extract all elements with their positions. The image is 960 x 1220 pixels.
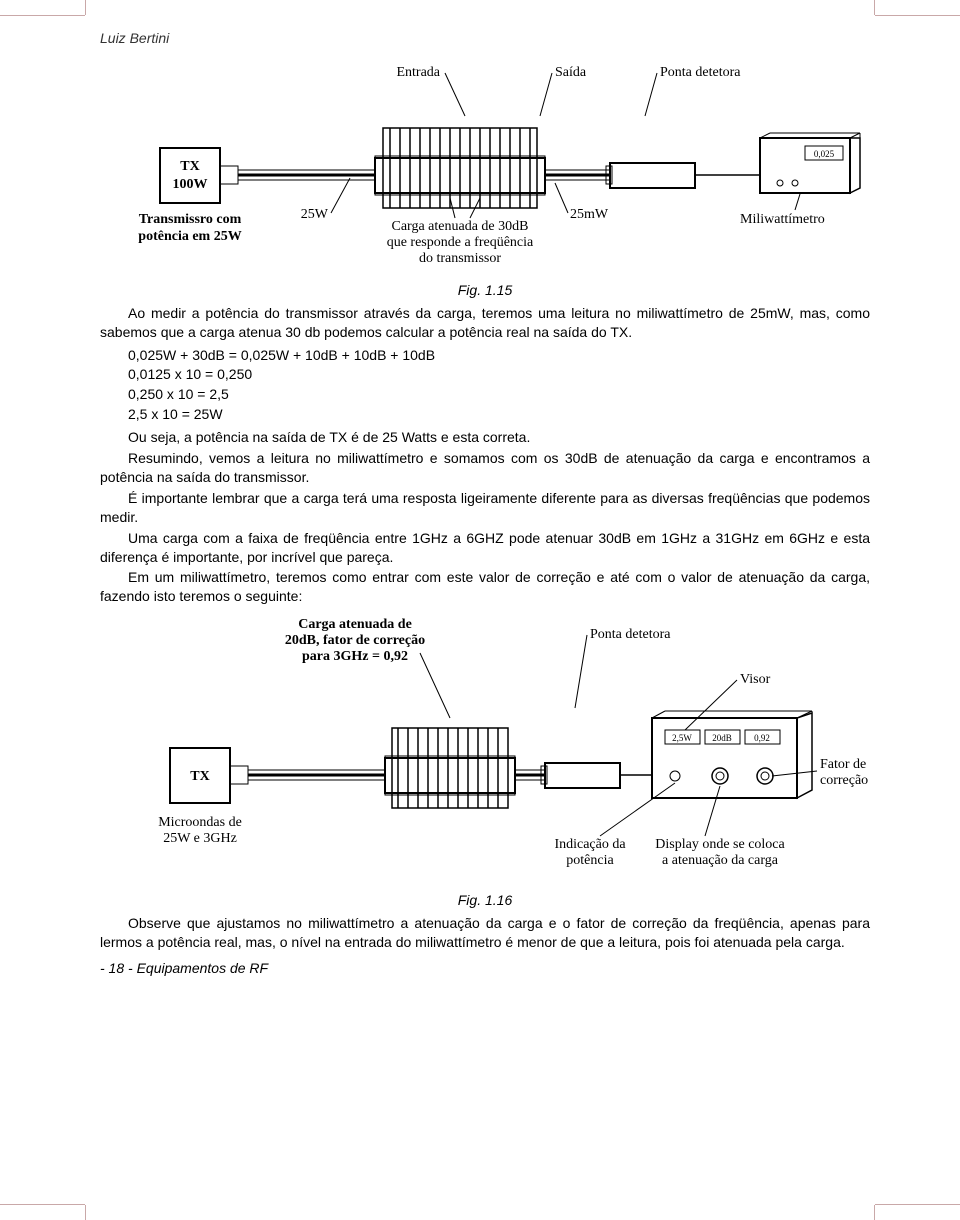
crop-mark [85,1205,86,1220]
svg-text:Carga atenuada de: Carga atenuada de [298,617,412,632]
svg-text:Transmissro com: Transmissro com [139,212,242,227]
svg-text:Microondas de: Microondas de [158,815,242,830]
paragraph: Observe que ajustamos no miliwattímetro … [100,914,870,952]
paragraph: Em um miliwattímetro, teremos como entra… [100,568,870,606]
svg-text:0,025: 0,025 [814,149,835,159]
svg-text:Visor: Visor [740,672,771,687]
svg-text:20dB: 20dB [712,733,732,743]
paragraph: Ao medir a potência do transmissor atrav… [100,304,870,342]
crop-mark [875,15,960,16]
crop-mark [0,15,85,16]
svg-text:100W: 100W [173,177,208,192]
diagram-fig16: Carga atenuada de 20dB, fator de correçã… [100,608,870,888]
svg-text:que responde a freqüência: que responde a freqüência [387,235,534,250]
svg-text:Fator de: Fator de [820,757,866,772]
svg-text:TX: TX [180,159,199,174]
crop-mark [875,1204,960,1205]
svg-text:25W e 3GHz: 25W e 3GHz [163,831,237,846]
figure-1-16: Carga atenuada de 20dB, fator de correçã… [100,608,870,888]
svg-text:Saída: Saída [555,65,587,80]
diagram-fig15: Entrada Saída Ponta detetora TX 100W [100,58,870,278]
svg-text:0,92: 0,92 [754,733,770,743]
paragraph: Resumindo, vemos a leitura no miliwattím… [100,449,870,487]
svg-text:Miliwattímetro: Miliwattímetro [740,212,825,227]
svg-text:2,5W: 2,5W [672,733,692,743]
crop-mark [85,0,86,15]
svg-text:do transmissor: do transmissor [419,251,501,266]
paragraph: É importante lembrar que a carga terá um… [100,489,870,527]
svg-text:Display onde se coloca: Display onde se coloca [655,837,785,852]
svg-text:correção: correção [820,773,868,788]
svg-text:potência em 25W: potência em 25W [138,229,241,244]
page-footer: - 18 - Equipamentos de RF [100,960,870,976]
svg-text:Ponta detetora: Ponta detetora [590,627,671,642]
crop-mark [874,0,875,15]
svg-text:potência: potência [566,853,614,868]
figure-caption: Fig. 1.15 [100,282,870,298]
svg-text:Ponta detetora: Ponta detetora [660,65,741,80]
document-page: Luiz Bertini Entrada Saída Ponta detetor… [0,0,960,1220]
paragraph: Uma carga com a faixa de freqüência entr… [100,529,870,567]
calc-line: 0,250 x 10 = 2,5 [128,385,870,405]
crop-mark [0,1204,85,1205]
svg-text:para 3GHz = 0,92: para 3GHz = 0,92 [302,649,408,664]
crop-mark [874,1205,875,1220]
svg-text:Entrada: Entrada [396,65,440,80]
calc-line: 2,5 x 10 = 25W [128,405,870,425]
svg-text:TX: TX [190,769,209,784]
paragraph: Ou seja, a potência na saída de TX é de … [100,428,870,447]
svg-text:25mW: 25mW [570,207,609,222]
svg-text:20dB, fator de correção: 20dB, fator de correção [285,633,425,648]
calculation-block: 0,025W + 30dB = 0,025W + 10dB + 10dB + 1… [128,346,870,424]
author-label: Luiz Bertini [100,30,870,46]
svg-text:25W: 25W [301,207,329,222]
svg-text:Indicação da: Indicação da [554,837,626,852]
figure-1-15: Entrada Saída Ponta detetora TX 100W [100,58,870,278]
svg-text:Carga atenuada de 30dB: Carga atenuada de 30dB [392,219,529,234]
calc-line: 0,025W + 30dB = 0,025W + 10dB + 10dB + 1… [128,346,870,366]
figure-caption: Fig. 1.16 [100,892,870,908]
calc-line: 0,0125 x 10 = 0,250 [128,365,870,385]
svg-text:a atenuação da carga: a atenuação da carga [662,853,779,868]
